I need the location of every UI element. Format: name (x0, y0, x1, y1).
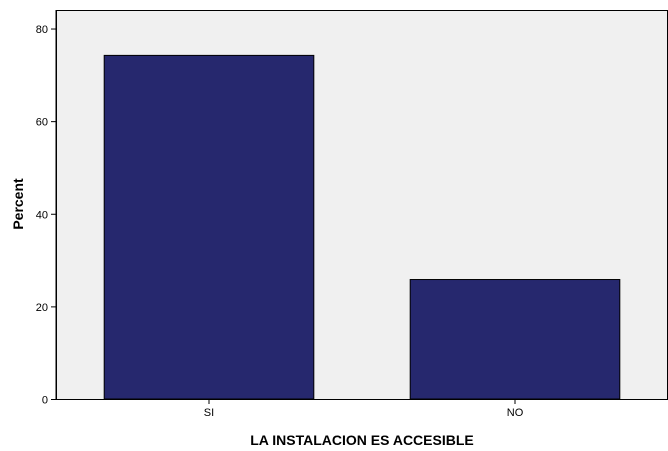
x-tick-label: SI (204, 407, 214, 419)
x-axis-title: LA INSTALACION ES ACCESIBLE (250, 432, 474, 448)
bar-si (103, 54, 315, 400)
x-tick-label: NO (507, 407, 524, 419)
y-tick-label: 0 (42, 395, 48, 407)
y-tick-label: 80 (36, 24, 48, 36)
y-axis-title: Percent (10, 178, 26, 230)
x-axis: SI NO (56, 399, 668, 419)
y-tick-label: 60 (36, 117, 48, 129)
y-axis: 0 20 40 60 80 (36, 10, 57, 407)
bar-no (409, 279, 621, 400)
y-tick-label: 40 (36, 209, 48, 221)
y-tick-label: 20 (36, 302, 48, 314)
bars (103, 54, 621, 400)
